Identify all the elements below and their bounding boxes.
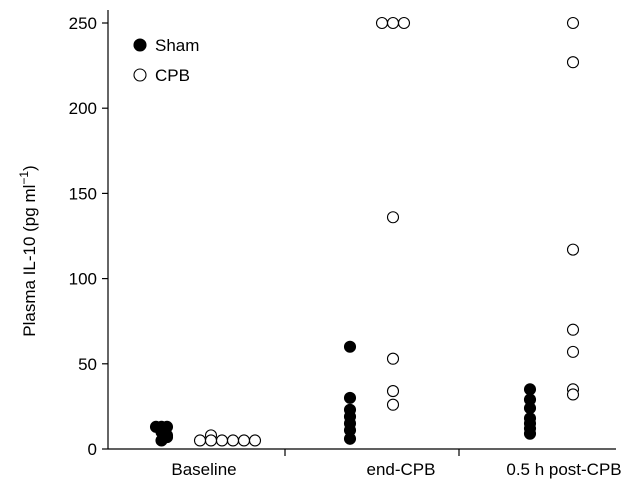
cpb-point (386, 211, 400, 224)
cpb-point (566, 243, 580, 256)
y-ticks: 0 50 100 150 200 250 (69, 14, 108, 459)
data-points (149, 16, 580, 447)
legend-marker-sham (133, 38, 147, 52)
legend-marker-cpb (133, 68, 147, 82)
sham-point (523, 402, 537, 415)
cpb-point (566, 345, 580, 358)
sham-point (343, 391, 357, 404)
cpb-point (397, 16, 411, 30)
cpb-point (226, 434, 240, 447)
y-tick-label: 150 (69, 184, 97, 203)
y-tick-label: 100 (69, 270, 97, 289)
cpb-point (215, 434, 229, 447)
cpb-point (204, 434, 218, 447)
cpb-point (248, 434, 262, 447)
legend-label-cpb: CPB (155, 66, 190, 85)
y-axis-title-main: Plasma IL-10 (pg ml (20, 185, 39, 337)
cpb-point (386, 398, 400, 411)
cpb-point (237, 434, 251, 447)
cpb-point (375, 16, 389, 30)
x-category-label: end-CPB (367, 460, 436, 479)
x-category-label: Baseline (171, 460, 236, 479)
legend: Sham CPB (133, 36, 199, 85)
y-tick-label: 0 (88, 440, 97, 459)
sham-point (160, 431, 174, 444)
sham-point (343, 432, 357, 445)
legend-label-sham: Sham (155, 36, 199, 55)
cpb-point (386, 385, 400, 398)
y-axis-title-superscript: −1 (17, 171, 31, 185)
cpb-point (566, 388, 580, 401)
x-ticks: Baseline end-CPB 0.5 h post-CPB (171, 449, 622, 479)
cpb-point (566, 56, 580, 69)
sham-point (523, 427, 537, 440)
sham-point (523, 383, 537, 396)
y-tick-label: 200 (69, 99, 97, 118)
x-category-label: 0.5 h post-CPB (506, 460, 621, 479)
y-tick-label: 50 (78, 355, 97, 374)
cpb-point (566, 323, 580, 336)
sham-point (343, 340, 357, 353)
cpb-point (386, 16, 400, 30)
cpb-point (386, 352, 400, 365)
cpb-point (193, 434, 207, 447)
y-tick-label: 250 (69, 14, 97, 33)
cpb-point (566, 16, 580, 30)
y-axis-title-close: ) (20, 165, 39, 171)
y-axis-title: Plasma IL-10 (pg ml−1) (17, 165, 39, 336)
axes: 0 50 100 150 200 250 Baseline end-CPB 0.5 h pos… (69, 10, 622, 479)
